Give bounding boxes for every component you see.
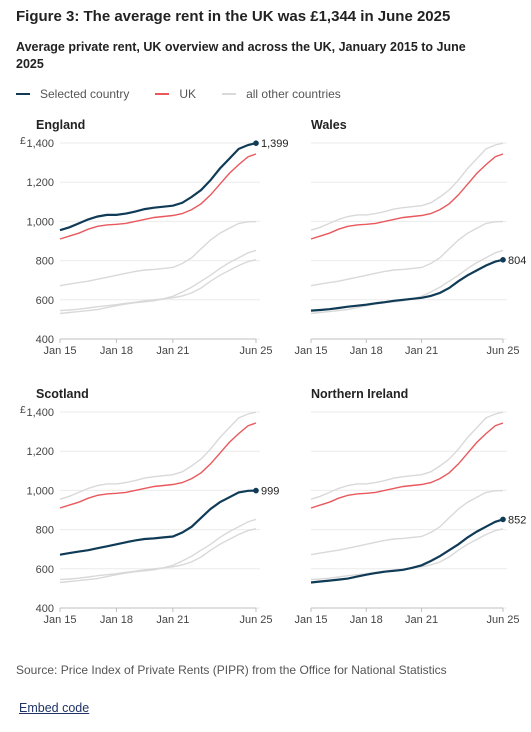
- x-tick-label: Jan 18: [100, 614, 133, 626]
- series-line-other-scotland: [59, 220, 257, 287]
- x-tick-label: Jan 15: [43, 614, 76, 626]
- series-line-other-wales: [59, 259, 257, 312]
- y-tick-label: 1,200: [26, 177, 54, 189]
- x-tick-label: Jan 18: [350, 614, 383, 626]
- y-tick-label: 1,400: [26, 138, 54, 150]
- figure-title: Figure 3: The average rent in the UK was…: [16, 8, 451, 25]
- end-label-england: 1,399: [261, 138, 289, 150]
- source-note: Source: Price Index of Private Rents (PI…: [16, 663, 447, 677]
- series-line-other-northern-ireland: [310, 249, 504, 315]
- currency-symbol: £: [20, 404, 26, 416]
- series-line-other-wales: [59, 528, 257, 581]
- series-line-other-scotland: [310, 220, 504, 287]
- embed-code-link[interactable]: Embed code: [19, 701, 90, 715]
- x-tick-label: Jan 15: [294, 345, 327, 357]
- legend-item-uk: UK: [155, 87, 196, 101]
- end-label-wales: 804: [508, 255, 526, 267]
- legend-label-selected: Selected country: [40, 87, 130, 101]
- series-line-other-england: [59, 411, 257, 500]
- series-line-selected-england: [59, 142, 257, 232]
- y-tick-label: 1,000: [26, 216, 54, 228]
- legend-swatch-others: [222, 93, 237, 95]
- x-tick-label: Jun 25: [486, 614, 519, 626]
- x-tick-label: Jun 25: [239, 345, 272, 357]
- y-tick-label: 600: [36, 564, 54, 576]
- series-line-other-northern-ireland: [59, 518, 257, 584]
- end-label-scotland: 999: [261, 486, 279, 498]
- x-tick-label: Jan 21: [405, 614, 438, 626]
- x-tick-label: Jan 21: [405, 345, 438, 357]
- series-line-other-scotland: [310, 489, 504, 556]
- x-tick-label: Jan 15: [294, 614, 327, 626]
- x-tick-label: Jan 18: [100, 345, 133, 357]
- legend-swatch-selected: [16, 93, 30, 95]
- series-line-uk: [59, 422, 257, 509]
- end-point-wales: [500, 257, 506, 263]
- end-point-northern-ireland: [500, 516, 506, 523]
- series-line-other-northern-ireland: [59, 249, 257, 315]
- series-line-other-england: [310, 142, 504, 231]
- panel-title-northern-ireland: Northern Ireland: [311, 387, 408, 401]
- series-line-uk: [59, 153, 257, 240]
- legend-item-selected: Selected country: [16, 87, 129, 101]
- legend-item-others: all other countries: [222, 87, 341, 101]
- series-line-selected-scotland: [59, 489, 257, 556]
- series-line-selected-northern-ireland: [310, 518, 504, 584]
- series-line-selected-wales: [310, 258, 504, 312]
- legend-label-uk: UK: [179, 87, 197, 101]
- y-tick-label: 600: [36, 295, 54, 307]
- legend-swatch-uk: [155, 93, 170, 95]
- x-tick-label: Jun 25: [486, 345, 519, 357]
- panel-title-england: England: [36, 118, 85, 132]
- y-tick-label: 800: [36, 525, 54, 537]
- series-line-uk: [310, 153, 504, 240]
- y-tick-label: 400: [36, 334, 54, 346]
- x-tick-label: Jan 21: [156, 614, 189, 626]
- x-tick-label: Jan 15: [43, 345, 76, 357]
- series-line-other-england: [310, 411, 504, 500]
- x-tick-label: Jan 21: [156, 345, 189, 357]
- currency-symbol: £: [20, 135, 26, 147]
- x-tick-label: Jun 25: [239, 614, 272, 626]
- legend: Selected country UK all other countries: [16, 87, 367, 101]
- legend-label-others: all other countries: [246, 87, 341, 101]
- y-tick-label: 1,400: [26, 407, 54, 419]
- end-label-northern-ireland: 852: [508, 514, 526, 526]
- series-line-uk: [310, 422, 504, 509]
- y-tick-label: 800: [36, 256, 54, 268]
- end-point-england: [253, 140, 259, 146]
- panel-title-scotland: Scotland: [36, 387, 89, 401]
- y-tick-label: 400: [36, 603, 54, 615]
- series-line-other-wales: [310, 528, 504, 581]
- y-tick-label: 1,000: [26, 485, 54, 497]
- y-tick-label: 1,200: [26, 446, 54, 458]
- figure-subtitle: Average private rent, UK overview and ac…: [16, 40, 466, 71]
- panel-title-wales: Wales: [311, 118, 347, 132]
- x-tick-label: Jan 18: [350, 345, 383, 357]
- end-point-scotland: [253, 487, 259, 494]
